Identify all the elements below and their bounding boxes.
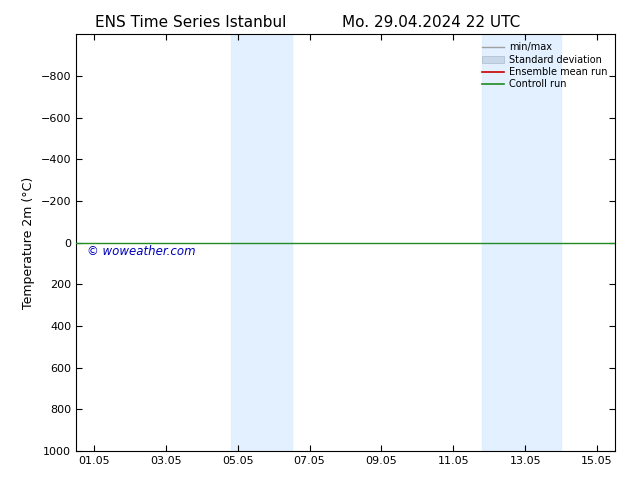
Bar [482,34,561,451]
Text: © woweather.com: © woweather.com [87,245,195,258]
Text: Mo. 29.04.2024 22 UTC: Mo. 29.04.2024 22 UTC [342,15,521,30]
Y-axis label: Temperature 2m (°C): Temperature 2m (°C) [22,176,35,309]
Bar [231,34,292,451]
Text: ENS Time Series Istanbul: ENS Time Series Istanbul [94,15,286,30]
Legend: min/max, Standard deviation, Ensemble mean run, Controll run: min/max, Standard deviation, Ensemble me… [479,39,610,92]
